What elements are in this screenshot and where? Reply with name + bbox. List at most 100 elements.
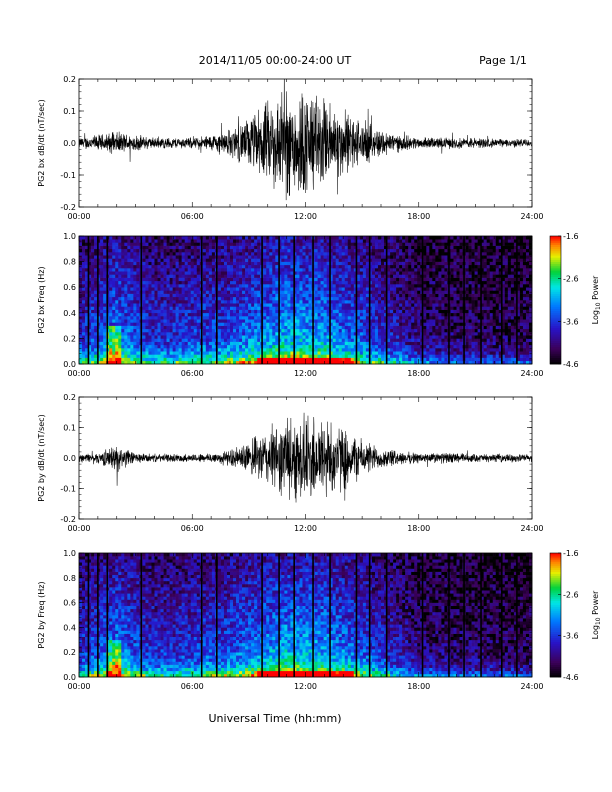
spectrogram-cell — [133, 332, 137, 336]
spectrogram-cell — [230, 335, 234, 339]
spectrogram-cell — [230, 271, 234, 275]
spectrogram-cell — [124, 322, 128, 326]
spectrogram-cell — [202, 357, 207, 362]
spectrogram-cell — [187, 354, 192, 358]
spectrogram-cell — [396, 351, 400, 355]
spectrogram-cell — [163, 280, 167, 285]
spectrogram-cell — [163, 319, 167, 323]
spectrogram-cell — [121, 319, 125, 323]
spectrogram-cell — [432, 338, 436, 342]
spectrogram-cell — [136, 360, 140, 365]
spectrogram-cell — [417, 290, 421, 294]
spectrogram-cell — [320, 264, 324, 269]
spectrogram-cell — [220, 357, 225, 362]
spectrogram-cell — [94, 242, 98, 246]
spectrogram-cell — [377, 258, 382, 262]
spectrogram-cell — [112, 351, 116, 355]
spectrogram-cell — [163, 287, 167, 291]
spectrogram-cell — [396, 354, 400, 358]
spectrogram-cell — [257, 261, 261, 266]
spectrogram-cell — [94, 284, 98, 288]
spectrogram-cell — [154, 341, 158, 346]
spectrogram-cell — [211, 293, 216, 298]
spectrogram-cell — [169, 287, 173, 291]
spectrogram-cell — [160, 245, 164, 250]
spectrogram-cell — [223, 328, 228, 333]
spectrogram-cell — [85, 325, 89, 330]
spectrogram-cell — [100, 277, 104, 282]
spectrogram-cell — [365, 312, 370, 317]
spectrogram-cell — [91, 242, 95, 246]
spectrogram-cell — [208, 322, 213, 326]
spectrogram-cell — [157, 255, 161, 259]
spectrogram-cell — [193, 287, 198, 291]
spectrogram-cell — [163, 360, 167, 365]
spectrogram-cell — [371, 348, 376, 352]
spectrogram-cell — [151, 277, 155, 282]
spectrogram-cell — [384, 357, 388, 362]
spectrogram-cell — [374, 360, 379, 365]
spectrogram-cell — [350, 312, 355, 317]
spectrogram-cell — [202, 290, 207, 294]
spectrogram-cell — [284, 322, 288, 326]
spectrogram-cell — [269, 360, 273, 365]
spectrogram-cell — [275, 312, 279, 317]
spectrogram-cell — [341, 284, 346, 288]
spectrogram-cell — [97, 242, 101, 246]
spectrogram-cell — [417, 252, 421, 256]
spectrogram-cell — [226, 264, 231, 269]
spectrogram-cell — [163, 341, 167, 346]
spectrogram-cell — [193, 325, 198, 330]
spectrogram-cell — [202, 239, 207, 243]
spectrogram-cell — [435, 258, 439, 262]
spectrogram-cell — [220, 360, 225, 365]
spectrogram-cell — [359, 338, 364, 342]
spectrogram-cell — [257, 264, 261, 269]
spectrogram-cell — [441, 303, 445, 307]
spectrogram-cell — [329, 274, 333, 278]
spectrogram-cell — [217, 360, 222, 365]
spectrogram-cell — [408, 325, 412, 330]
spectrogram-cell — [85, 332, 89, 336]
spectrogram-cell — [399, 255, 403, 259]
spectrogram-cell — [444, 360, 448, 365]
spectrogram-cell — [115, 332, 119, 336]
spectrogram-cell — [127, 264, 131, 269]
spectrogram-cell — [423, 351, 427, 355]
spectrogram-cell — [408, 316, 412, 320]
spectrogram-cell — [263, 360, 267, 365]
spectrogram-cell — [269, 338, 273, 342]
spectrogram-cell — [423, 325, 427, 330]
spectrogram-cell — [356, 338, 361, 342]
spectrogram-cell — [335, 328, 340, 333]
spectrogram-cell — [314, 248, 318, 253]
spectrogram-cell — [384, 245, 388, 250]
spectrogram-cell — [236, 264, 240, 269]
spectrogram-cell — [393, 264, 397, 269]
spectrogram-cell — [396, 264, 400, 269]
spectrogram-cell — [79, 255, 83, 259]
spectrogram-cell — [172, 338, 176, 342]
spectrogram-cell — [157, 351, 161, 355]
spectrogram-cell — [429, 348, 433, 352]
spectrogram-cell — [230, 341, 234, 346]
spectrogram-cell — [356, 268, 361, 272]
spectrogram-cell — [429, 303, 433, 307]
spectrogram-cell — [130, 252, 134, 256]
spectrogram-cell — [341, 319, 346, 323]
spectrogram-cell — [393, 322, 397, 326]
spectrogram-cell — [239, 242, 243, 246]
spectrogram-cell — [344, 239, 349, 243]
spectrogram-cell — [133, 300, 137, 304]
spectrogram-cell — [217, 239, 222, 243]
spectrogram-cell — [121, 354, 125, 358]
spectrogram-cell — [441, 255, 445, 259]
spectrogram-cell — [438, 357, 442, 362]
spectrogram-cell — [175, 274, 179, 278]
spectrogram-cell — [184, 335, 189, 339]
spectrogram-cell — [405, 344, 409, 349]
spectrogram-cell — [184, 290, 189, 294]
spectrogram-cell — [329, 322, 333, 326]
spectrogram-cell — [302, 277, 306, 282]
spectrogram-cell — [365, 293, 370, 298]
